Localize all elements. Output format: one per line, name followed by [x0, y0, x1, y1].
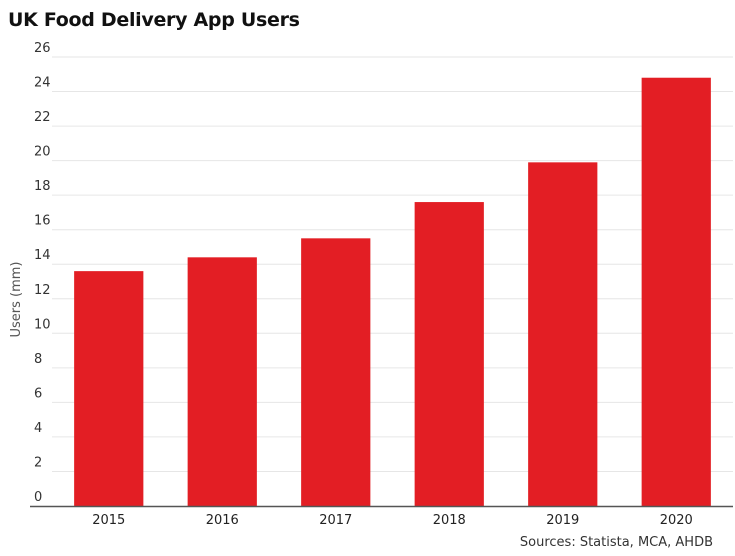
y-tick-label: 6	[34, 386, 42, 401]
y-tick-label: 4	[34, 421, 42, 436]
y-tick-label: 16	[34, 214, 51, 229]
y-tick-label: 2	[34, 455, 42, 470]
x-tick-label: 2016	[206, 513, 239, 528]
x-tick-label: 2018	[433, 513, 466, 528]
y-axis-label: Users (mm)	[9, 261, 24, 337]
bar-2016	[187, 257, 257, 506]
y-tick-label: 24	[34, 76, 51, 91]
y-tick-label: 26	[34, 41, 51, 56]
y-tick-label: 22	[34, 110, 51, 125]
x-tick-label: 2020	[660, 513, 693, 528]
bar-2019	[528, 162, 598, 507]
bar-2018	[414, 202, 484, 507]
source-note: Sources: Statista, MCA, AHDB	[519, 535, 713, 550]
chart-title: UK Food Delivery App Users	[8, 9, 300, 31]
y-tick-label: 10	[34, 317, 51, 332]
y-tick-label: 8	[34, 352, 42, 367]
bar-2020	[641, 77, 711, 506]
bar-2015	[74, 271, 144, 506]
bar-2017	[301, 238, 371, 507]
x-tick-label: 2019	[546, 513, 579, 528]
y-tick-label: 0	[34, 490, 42, 505]
y-tick-label: 18	[34, 179, 51, 194]
x-tick-label: 2015	[92, 513, 125, 528]
bars	[74, 77, 711, 507]
y-tick-label: 14	[34, 248, 51, 263]
gridlines	[52, 56, 733, 472]
x-tick-label: 2017	[319, 513, 352, 528]
y-tick-label: 20	[34, 145, 51, 160]
y-tick-label: 12	[34, 283, 51, 298]
x-axis-ticks: 2015 2016 2017 2018 2019 2020	[92, 513, 693, 528]
